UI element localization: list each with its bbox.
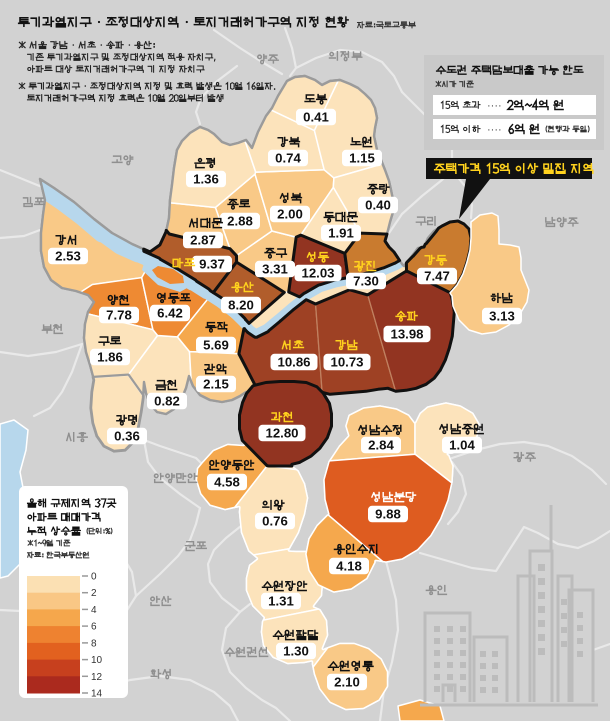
svg-text:2.88: 2.88 [227, 214, 253, 229]
svg-text:····: ···· [487, 124, 502, 136]
svg-text:0.41: 0.41 [303, 110, 329, 125]
svg-text:2.00: 2.00 [277, 207, 303, 222]
svg-text:10.86: 10.86 [277, 355, 310, 370]
svg-text:5.69: 5.69 [203, 338, 229, 353]
svg-text:2.53: 2.53 [55, 249, 81, 264]
svg-text:8.20: 8.20 [228, 298, 254, 313]
svg-text:7.78: 7.78 [106, 308, 132, 323]
svg-text:2.84: 2.84 [368, 438, 394, 453]
svg-text:0.76: 0.76 [262, 514, 288, 529]
svg-text:3.13: 3.13 [489, 309, 515, 324]
svg-text:0.82: 0.82 [154, 394, 180, 409]
svg-text:3.31: 3.31 [262, 262, 288, 277]
svg-text:····: ···· [487, 100, 502, 112]
svg-text:2.87: 2.87 [190, 233, 216, 248]
svg-text:0: 0 [91, 572, 97, 583]
svg-text:4.18: 4.18 [336, 559, 362, 574]
svg-text:7.47: 7.47 [424, 269, 450, 284]
svg-text:13.98: 13.98 [390, 327, 423, 342]
svg-text:9.88: 9.88 [375, 507, 401, 522]
svg-text:1.04: 1.04 [449, 438, 475, 453]
svg-text:1.30: 1.30 [283, 644, 309, 659]
svg-text:2.10: 2.10 [334, 675, 360, 690]
svg-text:6: 6 [91, 622, 97, 633]
svg-text:1.15: 1.15 [349, 151, 375, 166]
svg-text:7.30: 7.30 [353, 274, 379, 289]
svg-text:2.15: 2.15 [203, 377, 229, 392]
svg-text:9.37: 9.37 [199, 257, 225, 272]
svg-text:1.31: 1.31 [268, 594, 294, 609]
svg-text:0.36: 0.36 [114, 429, 140, 444]
svg-text:8: 8 [91, 638, 97, 649]
svg-text:0.40: 0.40 [365, 198, 391, 213]
svg-text:4.58: 4.58 [214, 475, 240, 490]
svg-text:1.86: 1.86 [97, 350, 123, 365]
svg-text:14: 14 [91, 689, 103, 700]
svg-text:4: 4 [91, 605, 97, 616]
svg-text:1.36: 1.36 [193, 172, 219, 187]
svg-text:12.03: 12.03 [301, 266, 334, 281]
svg-text:12.80: 12.80 [265, 426, 298, 441]
svg-text:10.73: 10.73 [330, 355, 363, 370]
svg-text:0.74: 0.74 [275, 151, 301, 166]
svg-text:10: 10 [91, 655, 103, 666]
svg-text:6.42: 6.42 [157, 306, 183, 321]
svg-text:1.91: 1.91 [328, 226, 354, 241]
svg-text:2: 2 [91, 588, 97, 599]
svg-text:12: 12 [91, 672, 103, 683]
